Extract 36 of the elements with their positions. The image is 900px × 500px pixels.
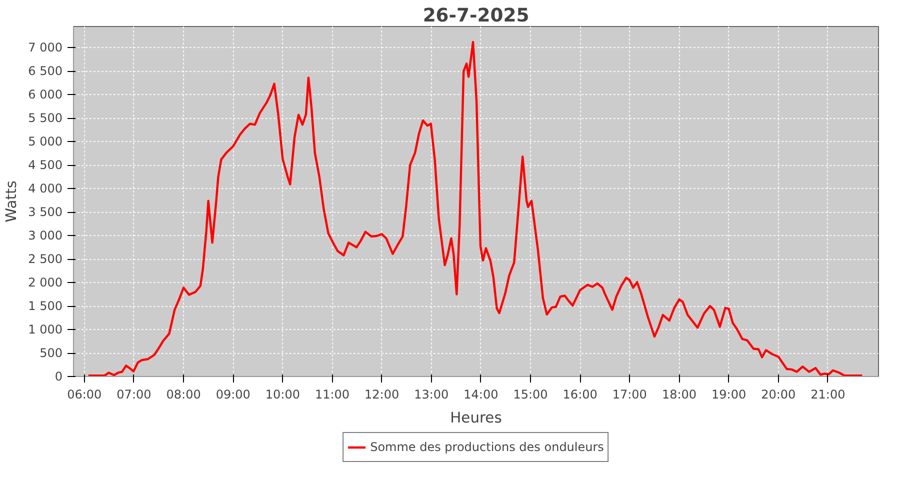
x-axis-title: Heures bbox=[450, 410, 502, 426]
x-tick-label: 13:00 bbox=[414, 388, 449, 402]
y-tick-label: 1 500 bbox=[28, 299, 63, 314]
x-tick-label: 12:00 bbox=[364, 388, 400, 402]
x-tick-label: 19:00 bbox=[712, 388, 746, 402]
chart-title: 26-7-2025 bbox=[422, 6, 530, 26]
x-tick-label: 07:00 bbox=[116, 388, 152, 402]
y-tick-label: 500 bbox=[40, 346, 62, 360]
y-tick-label: 4 500 bbox=[28, 158, 63, 172]
x-tick-label: 11:00 bbox=[314, 388, 350, 402]
x-tick-label: 14:00 bbox=[464, 388, 498, 402]
y-tick-label: 6 000 bbox=[28, 88, 63, 102]
y-tick-label: 0 bbox=[54, 370, 63, 384]
x-tick-label: 17:00 bbox=[612, 388, 647, 402]
y-tick-label: 6 500 bbox=[28, 64, 63, 78]
y-tick-label: 5 500 bbox=[28, 111, 63, 126]
y-axis-title: Watts bbox=[3, 180, 20, 222]
x-tick-label: 20:00 bbox=[761, 388, 796, 402]
x-tick-label: 08:00 bbox=[166, 388, 201, 402]
y-tick-label: 1 000 bbox=[28, 322, 63, 337]
y-tick-label: 2 000 bbox=[28, 276, 63, 290]
y-tick-label: 3 500 bbox=[28, 205, 63, 220]
y-tick-label: 4 000 bbox=[28, 182, 63, 196]
x-tick-label: 09:00 bbox=[216, 388, 250, 402]
y-tick-label: 7 000 bbox=[28, 40, 63, 55]
y-tick-label: 2 500 bbox=[28, 252, 63, 266]
x-tick-label: 06:00 bbox=[67, 388, 102, 402]
line-series bbox=[87, 40, 864, 376]
y-tick-label: 5 000 bbox=[28, 134, 63, 149]
x-tick-label: 10:00 bbox=[265, 388, 300, 402]
legend-label: Somme des productions des onduleurs bbox=[370, 440, 604, 454]
x-tick-label: 16:00 bbox=[562, 388, 598, 402]
y-tick-label: 3 000 bbox=[28, 228, 63, 243]
x-tick-label: 15:00 bbox=[513, 388, 548, 402]
x-tick-label: 21:00 bbox=[810, 388, 846, 402]
x-tick-label: 18:00 bbox=[662, 388, 697, 402]
